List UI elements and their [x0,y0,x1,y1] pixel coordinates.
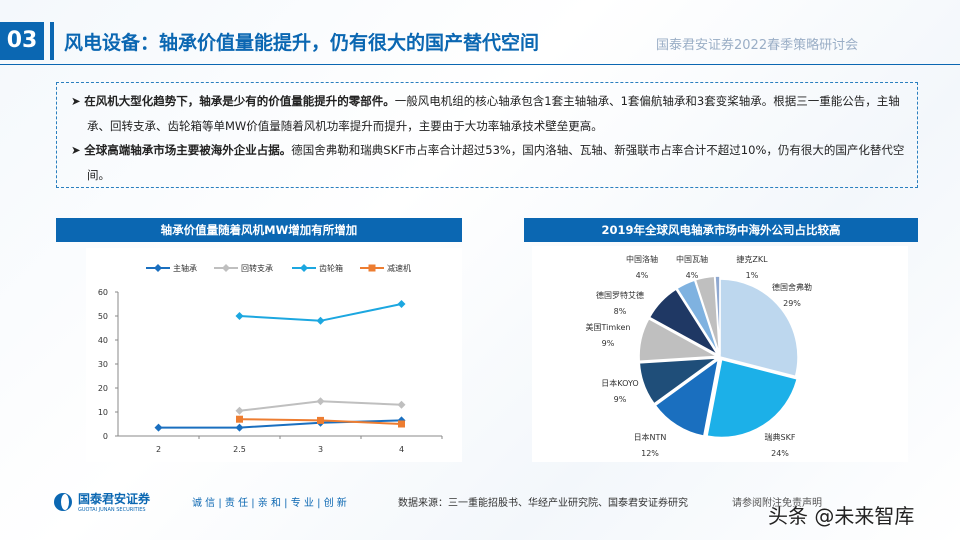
slice-pct: 9% [614,395,627,404]
data-point [316,316,325,325]
slice-label: 德国舍弗勒 [772,282,812,292]
slice-pct: 9% [602,339,615,348]
page-title: 风电设备：轴承价值量能提升，仍有很大的国产替代空间 [64,32,540,54]
slice-pct: 29% [783,299,801,308]
slice-label: 德国罗特艾德 [596,290,644,300]
slice-label: 捷克ZKL [736,254,768,264]
divider [0,64,960,65]
logo-en: GUOTAI JUNAN SECURITIES [78,507,146,513]
data-point [154,423,163,432]
line-plot-bg [86,248,462,462]
pie-slice [648,288,719,356]
data-point [317,416,324,424]
bullet-1-text: 一般风电机组的核心轴承包含1套主轴轴承、1套偏航轴承和3套变桨轴承。根据三一重能… [87,94,900,133]
data-point [235,406,244,415]
data-point [398,420,405,428]
data-point [316,397,325,406]
y-tick-label: 10 [98,408,108,417]
section-number: 03 [0,22,44,60]
slice-label: 日本KOYO [601,378,638,388]
summary-box: ➤ 在风机大型化趋势下，轴承是少有的价值量能提升的零部件。一般风电机组的核心轴承… [56,82,918,188]
bullet-2-bold: 全球高端轴承市场主要被海外企业占据。 [84,143,292,157]
data-point [235,312,244,320]
slice-pct: 12% [641,449,659,458]
org-name: 国泰君安证券2022春季策略研讨会 [656,38,859,53]
data-source: 数据来源：三一重能招股书、华经产业研究院、国泰君安证券研究 [398,498,688,509]
y-tick-label: 60 [98,288,108,297]
watermark: 头条 @未来智库 [768,504,915,528]
bullet-2-text: 德国舍弗勒和瑞典SKF市占率合计超过53%，国内洛轴、瓦轴、新强联市占率合计不超… [87,143,905,182]
slice-pct: 1% [746,271,759,280]
pie-slice [719,278,799,378]
disclaimer: 请参阅附注免责声明 [732,498,822,509]
slice-label: 美国Timken [586,322,631,332]
pie-slice [638,357,720,405]
x-tick-label: 2.5 [233,445,246,454]
bullet-1: ➤ 在风机大型化趋势下，轴承是少有的价值量能提升的零部件。一般风电机组的核心轴承… [71,94,900,133]
slice-pct: 4% [636,271,649,280]
legend-marker [300,264,308,272]
slice-label: 中国洛轴 [626,254,658,264]
bullet-2: ➤ 全球高端轴承市场主要被海外企业占据。德国舍弗勒和瑞典SKF市占率合计超过53… [71,143,905,182]
legend-marker [154,264,162,272]
legend-marker [222,264,230,272]
y-tick-label: 40 [98,336,108,345]
legend-label: 回转支承 [241,263,273,273]
pie-slice [714,275,721,355]
pie-slice [675,279,720,355]
x-tick-label: 2 [156,445,161,454]
legend-label: 主轴承 [173,263,197,273]
slice-pct: 8% [614,307,627,316]
slice-pct: 4% [686,271,699,280]
slice-label: 瑞典SKF [765,432,796,442]
pie-slice [638,317,720,363]
y-tick-label: 20 [98,384,108,393]
legend-label: 减速机 [387,263,411,273]
data-point [397,300,406,308]
motto: 诚 信 | 责 任 | 亲 和 | 专 业 | 创 新 [192,498,347,509]
x-tick-label: 4 [399,445,404,454]
bullet-1-bold: 在风机大型化趋势下，轴承是少有的价值量能提升的零部件。 [84,94,395,108]
y-tick-label: 0 [103,432,108,441]
x-tick-label: 3 [318,445,323,454]
slice-label: 中国瓦轴 [676,254,708,264]
line-chart-title: 轴承价值量随着风机MW增加有所增加 [56,218,462,242]
pie-slice [706,358,799,439]
footer-logo: 国泰君安证券 GUOTAI JUNAN SECURITIES [52,490,150,513]
data-point [236,415,243,423]
slice-pct: 24% [771,449,789,458]
data-point [235,423,244,432]
slice-label: 日本NTN [634,432,667,442]
data-point [397,400,406,409]
title-bar [50,22,54,60]
y-tick-label: 50 [98,312,108,321]
logo-text: 国泰君安证券 [78,492,151,506]
logo-icon [54,492,72,511]
legend-label: 齿轮箱 [319,263,343,273]
pie-chart-title: 2019年全球风电轴承市场中海外公司占比较高 [524,218,918,242]
pie-slice [654,357,720,438]
y-tick-label: 30 [98,360,108,369]
legend-marker [368,264,376,272]
